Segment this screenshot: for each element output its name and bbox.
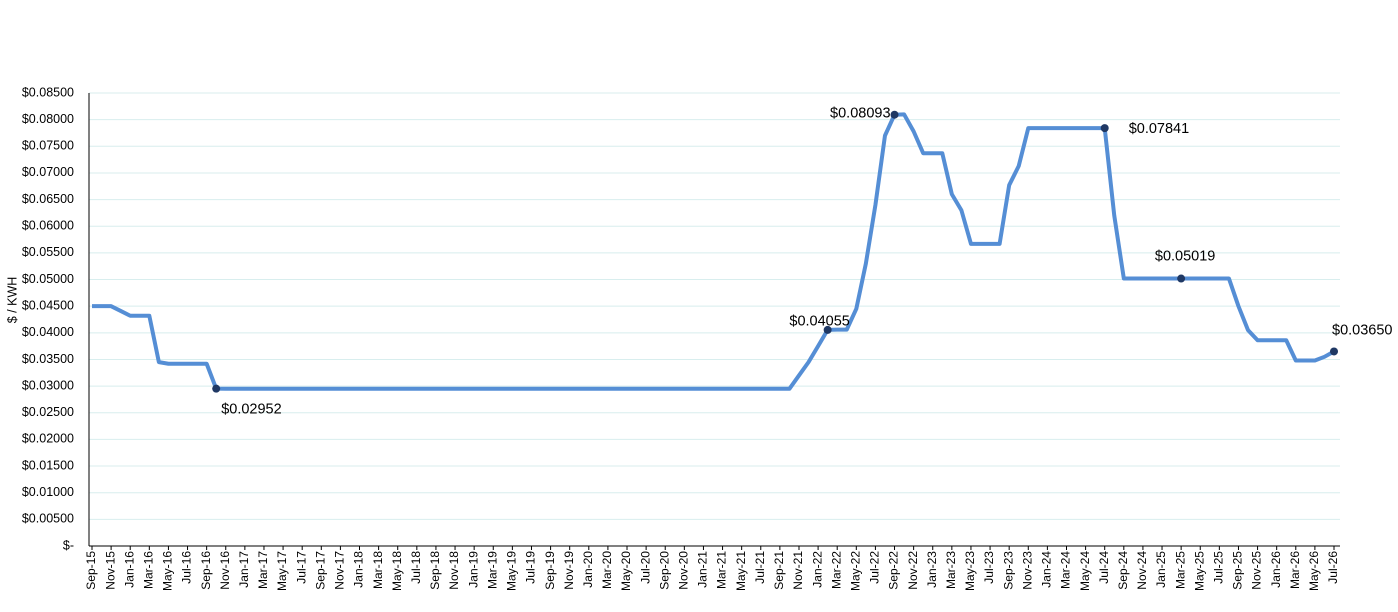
y-tick-label: $0.04500 — [22, 298, 74, 312]
x-tick-label: May-23 — [963, 551, 977, 591]
x-tick-label: May-26 — [1307, 551, 1321, 591]
data-label: $0.05019 — [1155, 248, 1215, 264]
data-label: $0.08093 — [830, 106, 890, 122]
x-tick-label: Sep-25 — [1231, 551, 1245, 590]
x-tick-label: Jul-21 — [753, 551, 767, 584]
x-tick-label: Jul-17 — [294, 551, 308, 584]
y-tick-label: $0.07000 — [22, 165, 74, 179]
x-tick-label: Jul-20 — [638, 551, 652, 584]
x-tick-label: May-24 — [1078, 551, 1092, 591]
x-tick-label: Jul-26 — [1326, 551, 1340, 584]
data-label: $0.07841 — [1129, 121, 1189, 137]
x-tick-label: Jan-18 — [352, 551, 366, 588]
data-point — [1177, 274, 1186, 283]
x-tick-label: Sep-24 — [1116, 551, 1130, 590]
x-tick-label: Mar-25 — [1173, 551, 1187, 589]
y-tick-label: $0.03500 — [22, 352, 74, 366]
y-tick-label: $0.06500 — [22, 192, 74, 206]
data-point — [823, 325, 832, 334]
x-tick-label: Jan-23 — [925, 551, 939, 588]
data-point — [890, 110, 899, 119]
x-tick-label: Sep-19 — [543, 551, 557, 590]
y-tick-label: $0.02000 — [22, 432, 74, 446]
x-tick-label: Jan-22 — [810, 551, 824, 588]
data-label: $0.04055 — [789, 314, 849, 330]
x-tick-label: Sep-18 — [428, 551, 442, 590]
data-label: $0.02952 — [221, 402, 281, 418]
x-tick-label: Mar-26 — [1288, 551, 1302, 589]
x-tick-label: Jan-17 — [237, 551, 251, 588]
x-tick-label: Nov-19 — [562, 551, 576, 590]
x-tick-label: Nov-15 — [103, 551, 117, 590]
x-tick-label: Mar-16 — [141, 551, 155, 589]
x-tick-label: Jul-23 — [982, 551, 996, 584]
x-tick-label: Jan-26 — [1269, 551, 1283, 588]
x-tick-label: Sep-17 — [313, 551, 327, 590]
x-tick-label: Jul-25 — [1212, 551, 1226, 584]
x-tick-label: May-17 — [275, 551, 289, 591]
y-axis-title: $ / KWH — [5, 277, 19, 324]
x-tick-label: Jan-25 — [1154, 551, 1168, 588]
x-tick-label: Jul-24 — [1097, 551, 1111, 584]
x-tick-label: May-21 — [734, 551, 748, 591]
y-tick-label: $0.02500 — [22, 405, 74, 419]
x-tick-label: Sep-16 — [199, 551, 213, 590]
y-tick-label: $0.08000 — [22, 112, 74, 126]
y-tick-label: $- — [63, 538, 74, 552]
data-label: $0.03650 — [1332, 322, 1392, 338]
x-tick-label: Mar-18 — [371, 551, 385, 589]
x-tick-label: Jan-24 — [1040, 551, 1054, 588]
data-point — [1330, 347, 1338, 356]
x-tick-label: May-20 — [619, 551, 633, 591]
x-tick-label: Sep-22 — [887, 551, 901, 590]
y-tick-label: $0.04000 — [22, 325, 74, 339]
data-point — [1100, 124, 1109, 133]
data-line — [92, 112, 1335, 391]
x-tick-label: May-22 — [848, 551, 862, 591]
x-tick-label: Nov-21 — [791, 551, 805, 590]
y-tick-label: $0.01000 — [22, 485, 74, 499]
data-point — [212, 384, 221, 393]
x-tick-label: Nov-24 — [1135, 551, 1149, 590]
x-tick-label: Jul-22 — [868, 551, 882, 584]
y-tick-label: $0.03000 — [22, 378, 74, 392]
y-tick-label: $0.05500 — [22, 245, 74, 259]
x-tick-label: Jan-21 — [696, 551, 710, 588]
x-tick-label: Mar-24 — [1059, 551, 1073, 589]
x-tick-label: Nov-25 — [1250, 551, 1264, 590]
x-tick-label: Mar-22 — [829, 551, 843, 589]
x-tick-label: Sep-23 — [1001, 551, 1015, 590]
x-tick-label: Mar-19 — [485, 551, 499, 589]
x-tick-label: Mar-23 — [944, 551, 958, 589]
x-tick-label: Nov-20 — [677, 551, 691, 590]
x-tick-label: Nov-17 — [333, 551, 347, 590]
y-tick-label: $0.08500 — [22, 85, 74, 99]
x-tick-label: Mar-17 — [256, 551, 270, 589]
x-tick-label: May-25 — [1192, 551, 1206, 591]
x-tick-label: May-18 — [390, 551, 404, 591]
y-tick-label: $0.00500 — [22, 512, 74, 526]
x-tick-label: Mar-20 — [600, 551, 614, 589]
x-tick-label: Nov-16 — [218, 551, 232, 590]
x-tick-label: Jul-18 — [409, 551, 423, 584]
x-tick-label: Jul-16 — [180, 551, 194, 584]
x-tick-label: May-19 — [505, 551, 519, 591]
y-tick-label: $0.01500 — [22, 458, 74, 472]
x-tick-label: Jan-19 — [466, 551, 480, 588]
y-tick-label: $0.06000 — [22, 219, 74, 233]
x-tick-label: Jul-19 — [524, 551, 538, 584]
y-tick-label: $0.05000 — [22, 272, 74, 286]
x-tick-label: Sep-15 — [84, 551, 98, 590]
x-tick-label: Jan-16 — [122, 551, 136, 588]
y-tick-label: $0.07500 — [22, 139, 74, 153]
x-tick-label: Sep-20 — [657, 551, 671, 590]
x-tick-label: Nov-18 — [447, 551, 461, 590]
x-tick-label: Sep-21 — [772, 551, 786, 590]
x-tick-label: Nov-23 — [1020, 551, 1034, 590]
x-tick-label: Jan-20 — [581, 551, 595, 588]
x-tick-label: Nov-22 — [906, 551, 920, 590]
x-tick-label: May-16 — [161, 551, 175, 591]
x-tick-label: Mar-21 — [715, 551, 729, 589]
